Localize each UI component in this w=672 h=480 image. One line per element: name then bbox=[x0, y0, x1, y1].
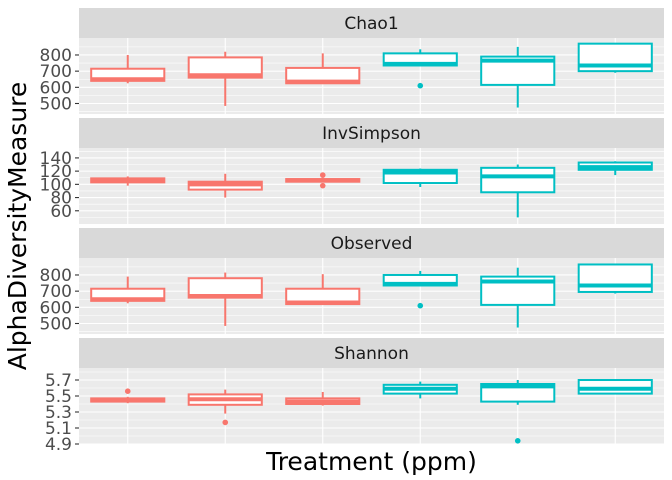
box-group-6 bbox=[577, 161, 653, 176]
y-tick-label: 120 bbox=[40, 162, 72, 182]
box-group-1 bbox=[90, 176, 166, 186]
y-tick-label: 100 bbox=[40, 175, 72, 195]
box-group-6 bbox=[577, 42, 653, 73]
facet-strip bbox=[79, 228, 664, 258]
box-group-5 bbox=[480, 46, 556, 108]
facet-strip-label: Shannon bbox=[334, 344, 409, 364]
facet-strip bbox=[79, 338, 664, 368]
outlier-point bbox=[319, 172, 326, 178]
box-group-4 bbox=[382, 270, 458, 309]
outlier-point bbox=[222, 419, 229, 426]
facet-strip-label: Chao1 bbox=[344, 14, 398, 34]
box-group-1 bbox=[90, 276, 166, 304]
x-axis-title: Treatment (ppm) bbox=[265, 447, 477, 476]
box-group-5 bbox=[480, 164, 556, 218]
box-iqr bbox=[480, 166, 556, 194]
box-group-3 bbox=[285, 392, 361, 406]
box-group-6 bbox=[577, 263, 653, 294]
y-tick-label: 140 bbox=[40, 149, 72, 169]
y-tick-label: 60 bbox=[50, 202, 72, 222]
box-group-4 bbox=[382, 168, 458, 187]
facet-strip bbox=[79, 8, 664, 38]
box-group-1 bbox=[90, 54, 166, 84]
y-tick-label: 5.5 bbox=[45, 387, 72, 407]
panel-background bbox=[79, 38, 664, 114]
box-group-3 bbox=[285, 172, 361, 189]
facet-strip bbox=[79, 118, 664, 148]
box-iqr bbox=[577, 263, 653, 293]
facet-strip-label: Observed bbox=[331, 234, 413, 254]
y-tick-label: 500 bbox=[40, 94, 72, 114]
y-tick-label: 600 bbox=[40, 78, 72, 98]
box-group-2 bbox=[187, 173, 263, 198]
box-group-3 bbox=[285, 274, 361, 306]
y-tick-label: 600 bbox=[40, 298, 72, 318]
box-group-1 bbox=[90, 388, 166, 404]
panel-background bbox=[79, 368, 664, 444]
outlier-point bbox=[417, 82, 424, 89]
y-tick-label: 700 bbox=[40, 282, 72, 302]
y-tick-label: 800 bbox=[40, 266, 72, 286]
box-group-6 bbox=[577, 379, 653, 395]
outlier-point bbox=[514, 438, 521, 444]
y-tick-label: 800 bbox=[40, 46, 72, 66]
box-iqr bbox=[187, 56, 263, 79]
box-group-5 bbox=[480, 267, 556, 328]
y-tick-label: 80 bbox=[50, 189, 72, 209]
box-group-4 bbox=[382, 49, 458, 89]
y-tick-label: 700 bbox=[40, 62, 72, 82]
panel-background bbox=[79, 258, 664, 334]
box-group-2 bbox=[187, 272, 263, 326]
outlier-point bbox=[319, 182, 326, 189]
box-group-2 bbox=[187, 51, 263, 106]
y-tick-label: 5.3 bbox=[45, 403, 72, 423]
facet-shannon: Shannon 4.95.15.35.55.7 bbox=[45, 338, 664, 455]
facet-strip-label: InvSimpson bbox=[322, 124, 421, 144]
y-axis-title: AlphaDiversityMeasure bbox=[3, 82, 32, 371]
outlier-point bbox=[124, 388, 131, 395]
box-group-2 bbox=[187, 389, 263, 426]
y-tick-label: 5.1 bbox=[45, 419, 72, 439]
outlier-point bbox=[417, 302, 424, 309]
panel-background bbox=[79, 148, 664, 224]
box-group-5 bbox=[480, 380, 556, 444]
box-group-4 bbox=[382, 381, 458, 399]
y-tick-label: 500 bbox=[40, 314, 72, 334]
y-tick-label: 4.9 bbox=[45, 435, 72, 455]
box-group-3 bbox=[285, 53, 361, 85]
y-tick-label: 5.7 bbox=[45, 371, 72, 391]
